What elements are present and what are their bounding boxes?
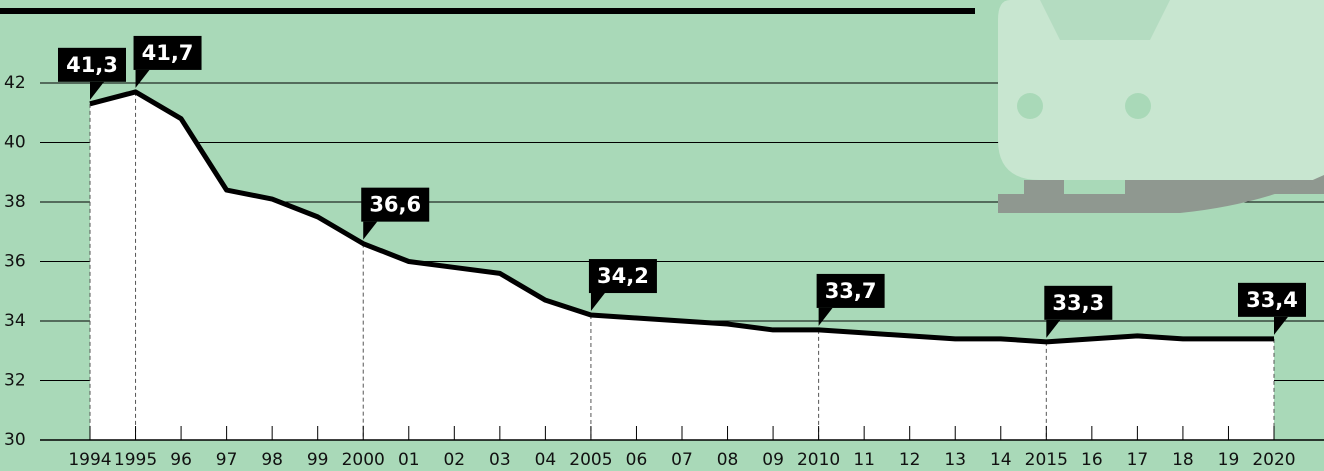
label-pointer xyxy=(1046,320,1060,338)
x-tick-label: 99 xyxy=(307,450,329,470)
value-label: 41,7 xyxy=(142,41,194,65)
y-tick-label: 40 xyxy=(4,133,26,153)
x-tick-label: 98 xyxy=(261,450,283,470)
x-tick-label: 14 xyxy=(990,450,1012,470)
x-tick-label: 2000 xyxy=(342,450,385,470)
x-tick-label: 11 xyxy=(853,450,875,470)
x-tick-label: 04 xyxy=(535,450,557,470)
x-tick-label: 06 xyxy=(626,450,648,470)
x-tick-label: 2010 xyxy=(797,450,840,470)
label-pointer xyxy=(90,82,104,100)
y-tick-label: 34 xyxy=(4,311,26,331)
x-tick-label: 12 xyxy=(899,450,921,470)
x-tick-label: 19 xyxy=(1218,450,1240,470)
x-tick-label: 07 xyxy=(671,450,693,470)
y-tick-label: 32 xyxy=(4,371,26,391)
x-tick-label: 1995 xyxy=(114,450,157,470)
x-tick-label: 02 xyxy=(443,450,465,470)
x-tick-label: 01 xyxy=(398,450,420,470)
x-tick-label: 2015 xyxy=(1025,450,1068,470)
x-tick-label: 97 xyxy=(216,450,238,470)
y-tick-label: 36 xyxy=(4,252,26,272)
y-tick-label: 38 xyxy=(4,192,26,212)
x-tick-label: 1994 xyxy=(68,450,111,470)
label-pointer xyxy=(363,222,377,240)
label-pointer xyxy=(1274,317,1288,335)
x-tick-label: 18 xyxy=(1172,450,1194,470)
x-tick-label: 16 xyxy=(1081,450,1103,470)
x-tick-label: 96 xyxy=(170,450,192,470)
x-tick-label: 2005 xyxy=(569,450,612,470)
x-tick-label: 2020 xyxy=(1252,450,1295,470)
label-pointer xyxy=(819,308,833,326)
value-label: 33,4 xyxy=(1246,288,1298,312)
label-pointer xyxy=(591,293,605,311)
y-tick-label: 42 xyxy=(4,73,26,93)
value-label: 34,2 xyxy=(597,264,649,288)
x-tick-label: 03 xyxy=(489,450,511,470)
value-label: 41,3 xyxy=(66,53,118,77)
x-tick-label: 17 xyxy=(1127,450,1149,470)
train-illustration xyxy=(998,0,1324,213)
x-tick-label: 09 xyxy=(762,450,784,470)
header-bar xyxy=(0,8,975,14)
value-label: 33,7 xyxy=(825,279,877,303)
label-pointer xyxy=(136,70,150,88)
value-label: 36,6 xyxy=(369,193,421,217)
value-label: 33,3 xyxy=(1052,291,1104,315)
x-tick-label: 13 xyxy=(944,450,966,470)
y-tick-label: 30 xyxy=(4,430,26,450)
x-tick-label: 08 xyxy=(717,450,739,470)
chart: 30 32 34 36 38 40 42 41,3 41,7 36,6 34,2 33,7 33,3 33… xyxy=(0,0,1324,471)
